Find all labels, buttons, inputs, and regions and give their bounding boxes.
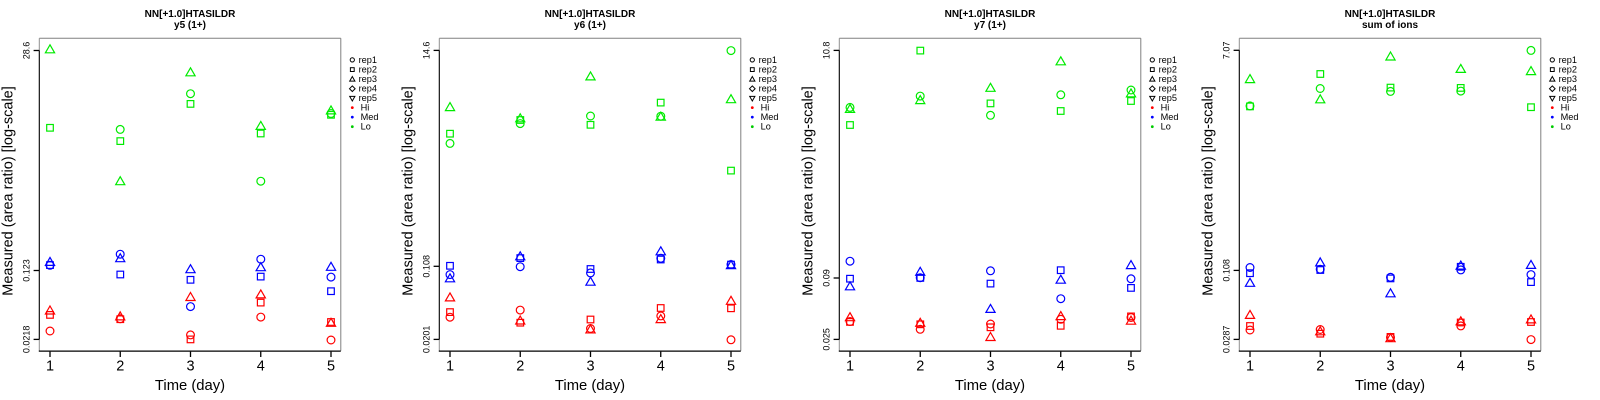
svg-text:Lo: Lo: [1561, 122, 1571, 132]
svg-text:0.0287: 0.0287: [1221, 326, 1231, 354]
svg-text:Med: Med: [361, 112, 379, 122]
svg-text:y6 (1+): y6 (1+): [574, 20, 606, 31]
svg-text:0.09: 0.09: [821, 269, 831, 287]
svg-text:rep5: rep5: [1559, 93, 1577, 103]
svg-text:Measured (area ratio) [log-sca: Measured (area ratio) [log-scale]: [1, 86, 17, 296]
svg-text:sum of ions: sum of ions: [1362, 20, 1419, 31]
svg-text:5: 5: [727, 358, 735, 374]
svg-text:4: 4: [1057, 358, 1065, 374]
svg-text:Time (day): Time (day): [155, 378, 225, 394]
svg-text:NN[+1.0]HTASILDR: NN[+1.0]HTASILDR: [1345, 9, 1436, 20]
svg-text:rep2: rep2: [359, 65, 377, 75]
svg-text:Measured (area ratio) [log-sca: Measured (area ratio) [log-scale]: [401, 86, 417, 296]
svg-text:rep4: rep4: [359, 84, 377, 94]
svg-text:y7 (1+): y7 (1+): [974, 20, 1006, 31]
svg-text:5: 5: [1527, 358, 1535, 374]
svg-text:Measured (area ratio) [log-sca: Measured (area ratio) [log-scale]: [801, 86, 817, 296]
svg-text:2: 2: [116, 358, 124, 374]
svg-text:Hi: Hi: [761, 103, 770, 113]
svg-text:rep5: rep5: [359, 93, 377, 103]
svg-text:Hi: Hi: [1561, 103, 1570, 113]
svg-text:Hi: Hi: [1161, 103, 1170, 113]
svg-text:NN[+1.0]HTASILDR: NN[+1.0]HTASILDR: [145, 9, 236, 20]
svg-text:Time (day): Time (day): [555, 378, 625, 394]
svg-text:2: 2: [916, 358, 924, 374]
svg-text:Time (day): Time (day): [1355, 378, 1425, 394]
svg-text:rep3: rep3: [1159, 74, 1177, 84]
svg-text:rep1: rep1: [759, 55, 777, 65]
svg-text:0.108: 0.108: [421, 255, 431, 278]
svg-text:NN[+1.0]HTASILDR: NN[+1.0]HTASILDR: [545, 9, 636, 20]
svg-text:Lo: Lo: [1161, 122, 1171, 132]
svg-text:rep2: rep2: [1159, 65, 1177, 75]
svg-text:rep2: rep2: [1559, 65, 1577, 75]
svg-text:Measured (area ratio) [log-sca: Measured (area ratio) [log-scale]: [1201, 86, 1217, 296]
svg-text:3: 3: [986, 358, 994, 374]
svg-text:28.6: 28.6: [21, 42, 31, 60]
svg-text:rep4: rep4: [1159, 84, 1177, 94]
svg-text:0.0218: 0.0218: [21, 326, 31, 354]
svg-text:rep5: rep5: [759, 93, 777, 103]
svg-text:Hi: Hi: [361, 103, 370, 113]
svg-text:4: 4: [657, 358, 665, 374]
svg-text:rep1: rep1: [359, 55, 377, 65]
svg-text:3: 3: [1386, 358, 1394, 374]
svg-text:7.07: 7.07: [1221, 42, 1231, 60]
svg-text:rep3: rep3: [1559, 74, 1577, 84]
svg-text:1: 1: [46, 358, 54, 374]
svg-text:5: 5: [327, 358, 335, 374]
svg-text:0.025: 0.025: [821, 328, 831, 351]
svg-text:1: 1: [846, 358, 854, 374]
svg-text:5: 5: [1127, 358, 1135, 374]
svg-text:2: 2: [516, 358, 524, 374]
svg-text:3: 3: [586, 358, 594, 374]
svg-text:1: 1: [446, 358, 454, 374]
svg-text:rep4: rep4: [759, 84, 777, 94]
svg-text:14.6: 14.6: [421, 42, 431, 60]
svg-text:Med: Med: [1161, 112, 1179, 122]
svg-text:rep1: rep1: [1559, 55, 1577, 65]
svg-text:0.108: 0.108: [1221, 259, 1231, 282]
svg-text:Lo: Lo: [761, 122, 771, 132]
svg-text:Time (day): Time (day): [955, 378, 1025, 394]
svg-text:rep1: rep1: [1159, 55, 1177, 65]
svg-text:3: 3: [186, 358, 194, 374]
svg-text:4: 4: [1457, 358, 1465, 374]
svg-text:2: 2: [1316, 358, 1324, 374]
svg-text:rep4: rep4: [1559, 84, 1577, 94]
svg-text:Med: Med: [1561, 112, 1579, 122]
svg-text:Med: Med: [761, 112, 779, 122]
svg-text:y5 (1+): y5 (1+): [174, 20, 206, 31]
svg-text:rep2: rep2: [759, 65, 777, 75]
svg-text:0.0201: 0.0201: [421, 326, 431, 354]
svg-text:4: 4: [257, 358, 265, 374]
svg-text:Lo: Lo: [361, 122, 371, 132]
svg-text:rep3: rep3: [359, 74, 377, 84]
svg-text:0.123: 0.123: [21, 259, 31, 282]
svg-text:1: 1: [1246, 358, 1254, 374]
svg-text:rep5: rep5: [1159, 93, 1177, 103]
svg-text:rep3: rep3: [759, 74, 777, 84]
svg-text:NN[+1.0]HTASILDR: NN[+1.0]HTASILDR: [945, 9, 1036, 20]
svg-text:10.8: 10.8: [821, 42, 831, 60]
